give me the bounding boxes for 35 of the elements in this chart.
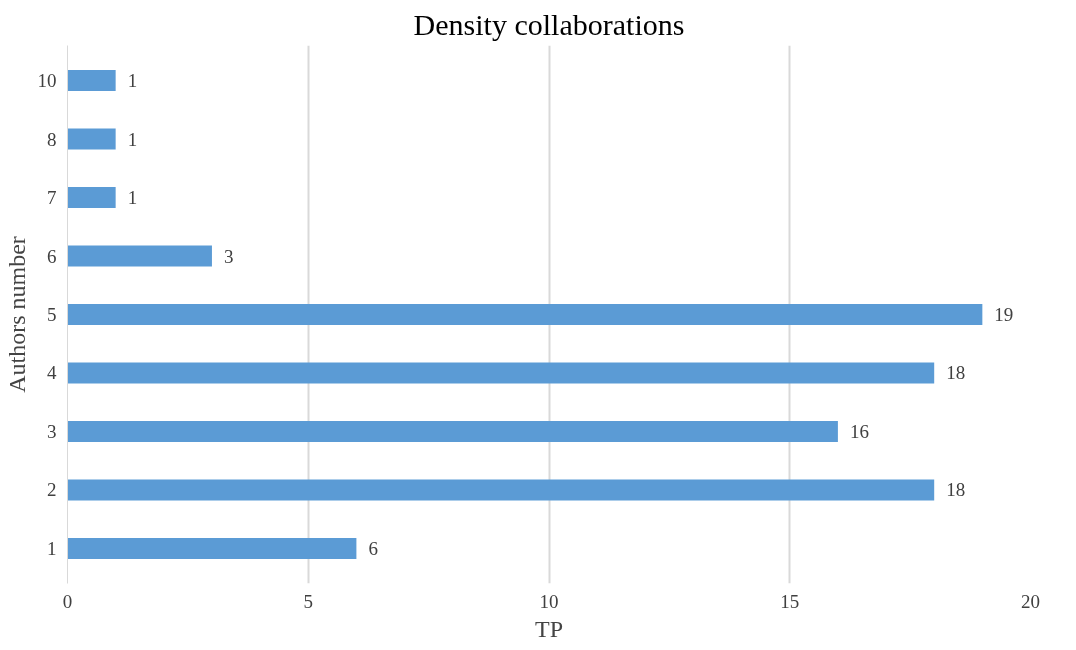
y-tick-label: 1 bbox=[47, 537, 57, 559]
chart-title: Density collaborations bbox=[413, 7, 685, 41]
bar bbox=[67, 70, 116, 92]
data-label: 1 bbox=[127, 70, 138, 92]
data-label: 1 bbox=[127, 187, 138, 209]
y-tick-label: 3 bbox=[47, 420, 57, 442]
x-axis-title: TP bbox=[535, 615, 564, 642]
data-label: 18 bbox=[946, 362, 966, 384]
y-tick-label: 5 bbox=[47, 304, 57, 325]
bar bbox=[67, 128, 116, 150]
y-tick-label: 7 bbox=[47, 187, 57, 209]
x-tick-label: 0 bbox=[62, 590, 73, 612]
data-label: 19 bbox=[994, 304, 1014, 325]
bar bbox=[67, 303, 983, 326]
x-tick-label: 15 bbox=[780, 590, 800, 612]
y-tick-label: 10 bbox=[37, 70, 57, 92]
y-tick-label: 4 bbox=[47, 362, 57, 384]
y-tick-label: 8 bbox=[47, 128, 57, 150]
data-label: 16 bbox=[849, 420, 869, 442]
data-label: 1 bbox=[127, 128, 138, 150]
bar bbox=[67, 245, 212, 267]
y-tick-label: 6 bbox=[47, 245, 57, 267]
bar bbox=[67, 479, 935, 501]
x-tick-label: 10 bbox=[539, 590, 559, 612]
x-tick-label: 5 bbox=[303, 590, 313, 612]
x-tick-label: 20 bbox=[1021, 590, 1040, 612]
data-label: 3 bbox=[223, 245, 234, 267]
data-label: 18 bbox=[946, 479, 966, 501]
y-axis-title: Authors number bbox=[3, 236, 30, 393]
y-tick-label: 2 bbox=[47, 479, 57, 501]
bar bbox=[67, 187, 116, 209]
bar bbox=[67, 537, 357, 559]
bar bbox=[67, 420, 838, 442]
data-label: 6 bbox=[368, 537, 378, 559]
bar bbox=[67, 362, 935, 384]
